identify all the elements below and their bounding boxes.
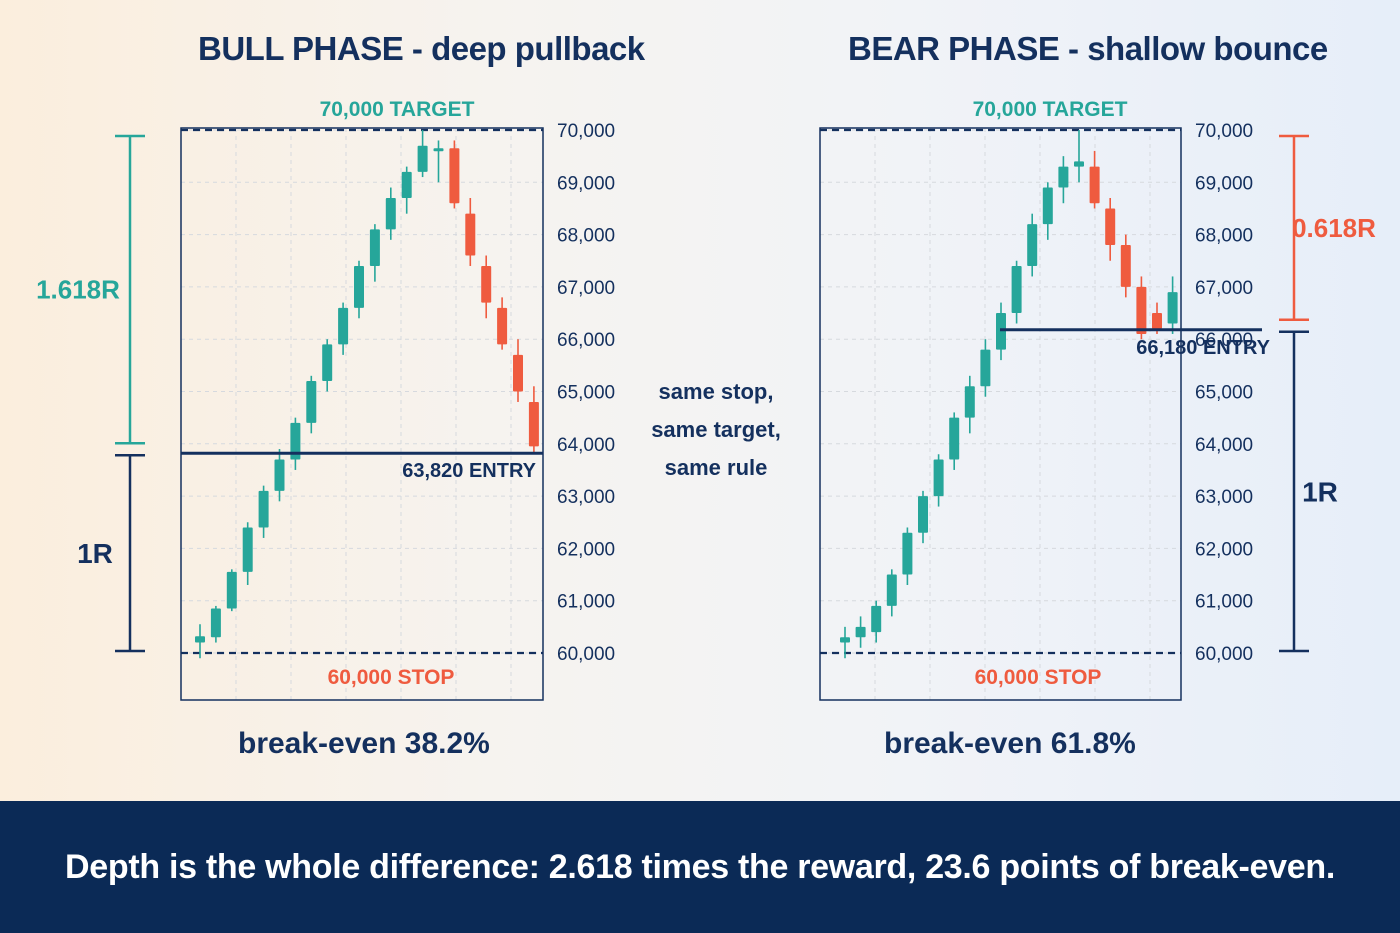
candle-up	[338, 307, 349, 345]
candle-down	[1105, 208, 1116, 246]
candle-up	[210, 608, 221, 638]
candle-up	[354, 265, 364, 308]
y-tick-label: 70,000	[1195, 121, 1253, 142]
candle-up	[1058, 166, 1069, 188]
risk-unit-label: 1R	[77, 538, 113, 569]
candle-down	[449, 148, 460, 204]
y-tick-label: 61,000	[557, 592, 615, 613]
y-tick-label: 63,000	[1195, 487, 1253, 508]
candle-up	[258, 490, 269, 528]
target-label: 70,000 TARGET	[320, 98, 475, 121]
candle-up	[1011, 265, 1022, 314]
candle-up	[242, 527, 253, 572]
candle-up	[290, 422, 301, 460]
y-tick-label: 61,000	[1195, 592, 1253, 613]
y-tick-label: 65,000	[557, 383, 615, 404]
candle-up	[840, 637, 850, 643]
candle-up	[306, 381, 317, 423]
candle-up	[886, 574, 897, 606]
candle-up	[996, 313, 1006, 350]
candle-up	[274, 459, 285, 491]
candle-up	[871, 605, 882, 633]
y-tick-label: 69,000	[557, 173, 615, 194]
candle-up	[417, 145, 428, 172]
center-note-line: same target,	[651, 417, 781, 442]
candle-up	[385, 197, 396, 230]
risk-unit-label: 1R	[1302, 476, 1338, 507]
candle-up	[902, 532, 913, 575]
y-tick-label: 66,000	[1195, 330, 1253, 351]
candle-down	[465, 213, 476, 256]
bottom-banner: Depth is the whole difference: 2.618 tim…	[0, 801, 1400, 933]
banner-text: Depth is the whole difference: 2.618 tim…	[65, 847, 1335, 886]
reward-multiple-label: 1.618R	[36, 275, 120, 305]
candle-up	[195, 636, 205, 643]
candle-down	[1136, 286, 1147, 334]
candle-up	[980, 349, 991, 387]
candle-down	[528, 401, 539, 447]
candle-down	[497, 307, 508, 345]
candle-up	[226, 571, 237, 609]
y-tick-label: 60,000	[1195, 644, 1253, 665]
bull-breakeven-label: break-even 38.2%	[238, 727, 490, 760]
candle-up	[918, 496, 928, 533]
y-tick-label: 65,000	[1195, 383, 1253, 404]
entry-label: 66,180 ENTRY	[1136, 337, 1270, 359]
candle-up	[1027, 224, 1038, 266]
candle-up	[855, 626, 866, 638]
y-tick-label: 67,000	[1195, 278, 1253, 299]
y-tick-label: 66,000	[557, 330, 615, 351]
y-tick-label: 63,000	[557, 487, 615, 508]
candle-down	[481, 265, 492, 303]
candle-up	[964, 386, 975, 418]
y-tick-label: 68,000	[557, 226, 615, 247]
y-tick-label: 64,000	[557, 435, 615, 456]
candle-up	[369, 229, 380, 266]
y-tick-label: 62,000	[557, 539, 615, 560]
candle-up	[1042, 187, 1053, 225]
stop-label: 60,000 STOP	[328, 666, 455, 689]
reward-multiple-label: 0.618R	[1292, 213, 1376, 243]
candle-up	[1167, 292, 1178, 324]
y-tick-label: 69,000	[1195, 173, 1253, 194]
candle-up	[401, 171, 412, 198]
center-note-line: same stop,	[658, 379, 774, 404]
y-tick-label: 68,000	[1195, 226, 1253, 247]
y-tick-label: 62,000	[1195, 539, 1253, 560]
y-tick-label: 67,000	[557, 278, 615, 299]
candle-down	[1120, 245, 1131, 287]
candle-up	[949, 417, 960, 460]
candle-up	[933, 459, 944, 497]
charts-canvas: 70,000 TARGET 60,000 STOP 60,000 61,000 62,0…	[36, 98, 1376, 701]
y-tick-label: 60,000	[557, 644, 615, 665]
chart-frame	[819, 127, 1182, 701]
stop-label: 60,000 STOP	[975, 666, 1102, 689]
bear-chart-title: BEAR PHASE - shallow bounce	[848, 30, 1328, 67]
center-note-line: same rule	[664, 455, 768, 480]
candle-up	[433, 148, 444, 152]
bull-chart-title: BULL PHASE - deep pullback	[198, 30, 645, 67]
candle-down	[513, 354, 523, 392]
chart-frame	[180, 127, 544, 701]
candle-down	[1152, 313, 1162, 329]
bear-breakeven-label: break-even 61.8%	[884, 727, 1136, 760]
target-label: 70,000 TARGET	[973, 98, 1128, 121]
y-tick-label: 70,000	[557, 121, 615, 142]
entry-label: 63,820 ENTRY	[402, 460, 536, 482]
candle-down	[1089, 166, 1100, 204]
candle-up	[322, 344, 333, 382]
candle-up	[1074, 161, 1084, 167]
y-tick-label: 64,000	[1195, 435, 1253, 456]
center-note: same stop, same target, same rule	[636, 373, 796, 487]
